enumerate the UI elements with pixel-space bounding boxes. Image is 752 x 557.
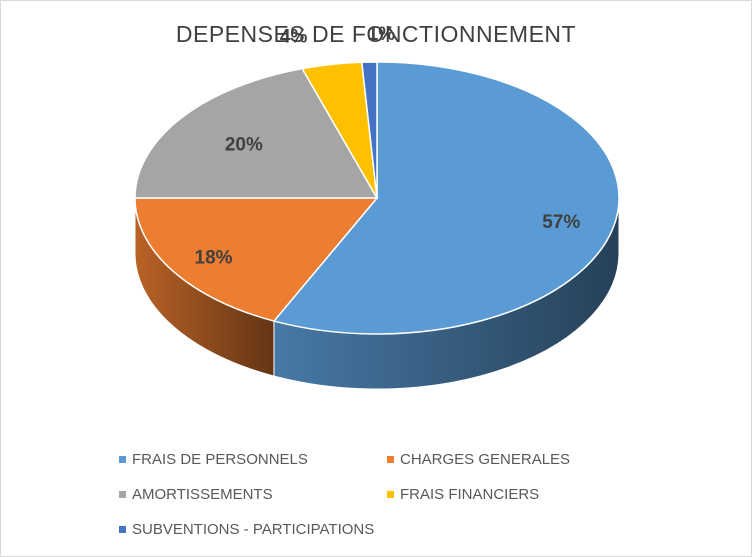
legend-label: FRAIS DE PERSONNELS — [132, 451, 308, 468]
legend-label: SUBVENTIONS - PARTICIPATIONS — [132, 521, 375, 538]
legend-swatch — [387, 491, 394, 498]
legend-label: CHARGES GENERALES — [400, 451, 571, 468]
data-label-charges-generales: 18% — [195, 247, 233, 268]
data-label-subventions-participations: 1% — [368, 24, 396, 45]
data-label-frais-financiers: 4% — [280, 26, 308, 47]
pie-slice-charges-generales[interactable] — [134, 197, 379, 322]
legend-swatch — [387, 456, 394, 463]
data-label-frais-de-personnels: 57% — [542, 212, 580, 233]
pie-slice-subventions-participations[interactable] — [360, 61, 378, 199]
legend-swatch — [119, 456, 126, 463]
pie-slice-amortissements[interactable] — [134, 67, 379, 199]
data-label-amortissements: 20% — [225, 135, 263, 156]
legend-item-subventions-participations[interactable]: SUBVENTIONS - PARTICIPATIONS — [119, 521, 374, 538]
legend-label: AMORTISSEMENTS — [132, 486, 273, 503]
pie-slice-frais-de-personnels[interactable] — [272, 61, 620, 335]
legend-swatch — [119, 526, 126, 533]
legend-item-frais-de-personnels[interactable]: FRAIS DE PERSONNELS — [119, 451, 308, 468]
legend-label: FRAIS FINANCIERS — [400, 486, 540, 503]
legend-item-charges-generales[interactable]: CHARGES GENERALES — [387, 451, 570, 468]
legend-item-amortissements[interactable]: AMORTISSEMENTS — [119, 486, 273, 503]
legend-item-frais-financiers[interactable]: FRAIS FINANCIERS — [387, 486, 539, 503]
legend-swatch — [119, 491, 126, 498]
chart-title: DEPENSES DE FONCTIONNEMENT — [175, 21, 577, 47]
